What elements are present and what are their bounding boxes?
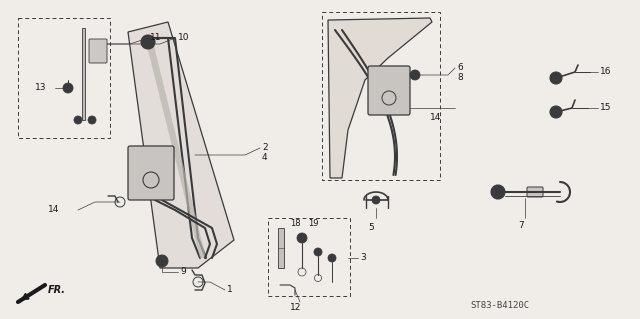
Text: 18: 18	[290, 219, 301, 228]
Text: 16: 16	[600, 68, 611, 77]
Text: ST83-B4120C: ST83-B4120C	[470, 300, 529, 309]
Circle shape	[141, 35, 155, 49]
Circle shape	[550, 106, 562, 118]
Text: 3: 3	[360, 254, 365, 263]
Circle shape	[372, 196, 380, 204]
Polygon shape	[278, 228, 284, 268]
Text: 10: 10	[178, 33, 189, 42]
Text: 14: 14	[430, 114, 442, 122]
FancyBboxPatch shape	[89, 39, 107, 63]
Circle shape	[328, 254, 336, 262]
Text: 13: 13	[35, 84, 47, 93]
Circle shape	[550, 72, 562, 84]
Text: 15: 15	[600, 103, 611, 113]
Circle shape	[74, 116, 82, 124]
Text: 11: 11	[150, 33, 161, 42]
Text: 14: 14	[48, 205, 60, 214]
Text: 19: 19	[308, 219, 319, 228]
Text: 9: 9	[180, 268, 186, 277]
Text: 4: 4	[262, 153, 268, 162]
FancyBboxPatch shape	[128, 146, 174, 200]
Text: 6: 6	[457, 63, 463, 72]
Circle shape	[63, 83, 73, 93]
Circle shape	[495, 189, 501, 195]
Circle shape	[410, 70, 420, 80]
Circle shape	[88, 116, 96, 124]
Circle shape	[491, 185, 505, 199]
Text: 5: 5	[368, 224, 374, 233]
Bar	[322, 12, 440, 180]
Text: 2: 2	[262, 144, 268, 152]
Circle shape	[297, 233, 307, 243]
Text: FR.: FR.	[48, 285, 66, 295]
Text: 12: 12	[290, 303, 301, 313]
Circle shape	[314, 248, 322, 256]
FancyBboxPatch shape	[527, 187, 543, 197]
Polygon shape	[328, 18, 432, 178]
Circle shape	[159, 258, 164, 263]
Text: 7: 7	[518, 220, 524, 229]
Circle shape	[156, 255, 168, 267]
Circle shape	[145, 39, 151, 45]
Polygon shape	[128, 22, 234, 268]
Text: 1: 1	[227, 286, 233, 294]
Text: 8: 8	[457, 73, 463, 83]
FancyBboxPatch shape	[368, 66, 410, 115]
Bar	[268, 218, 350, 296]
Polygon shape	[82, 28, 85, 120]
Polygon shape	[145, 38, 206, 258]
Bar	[18, 18, 110, 138]
